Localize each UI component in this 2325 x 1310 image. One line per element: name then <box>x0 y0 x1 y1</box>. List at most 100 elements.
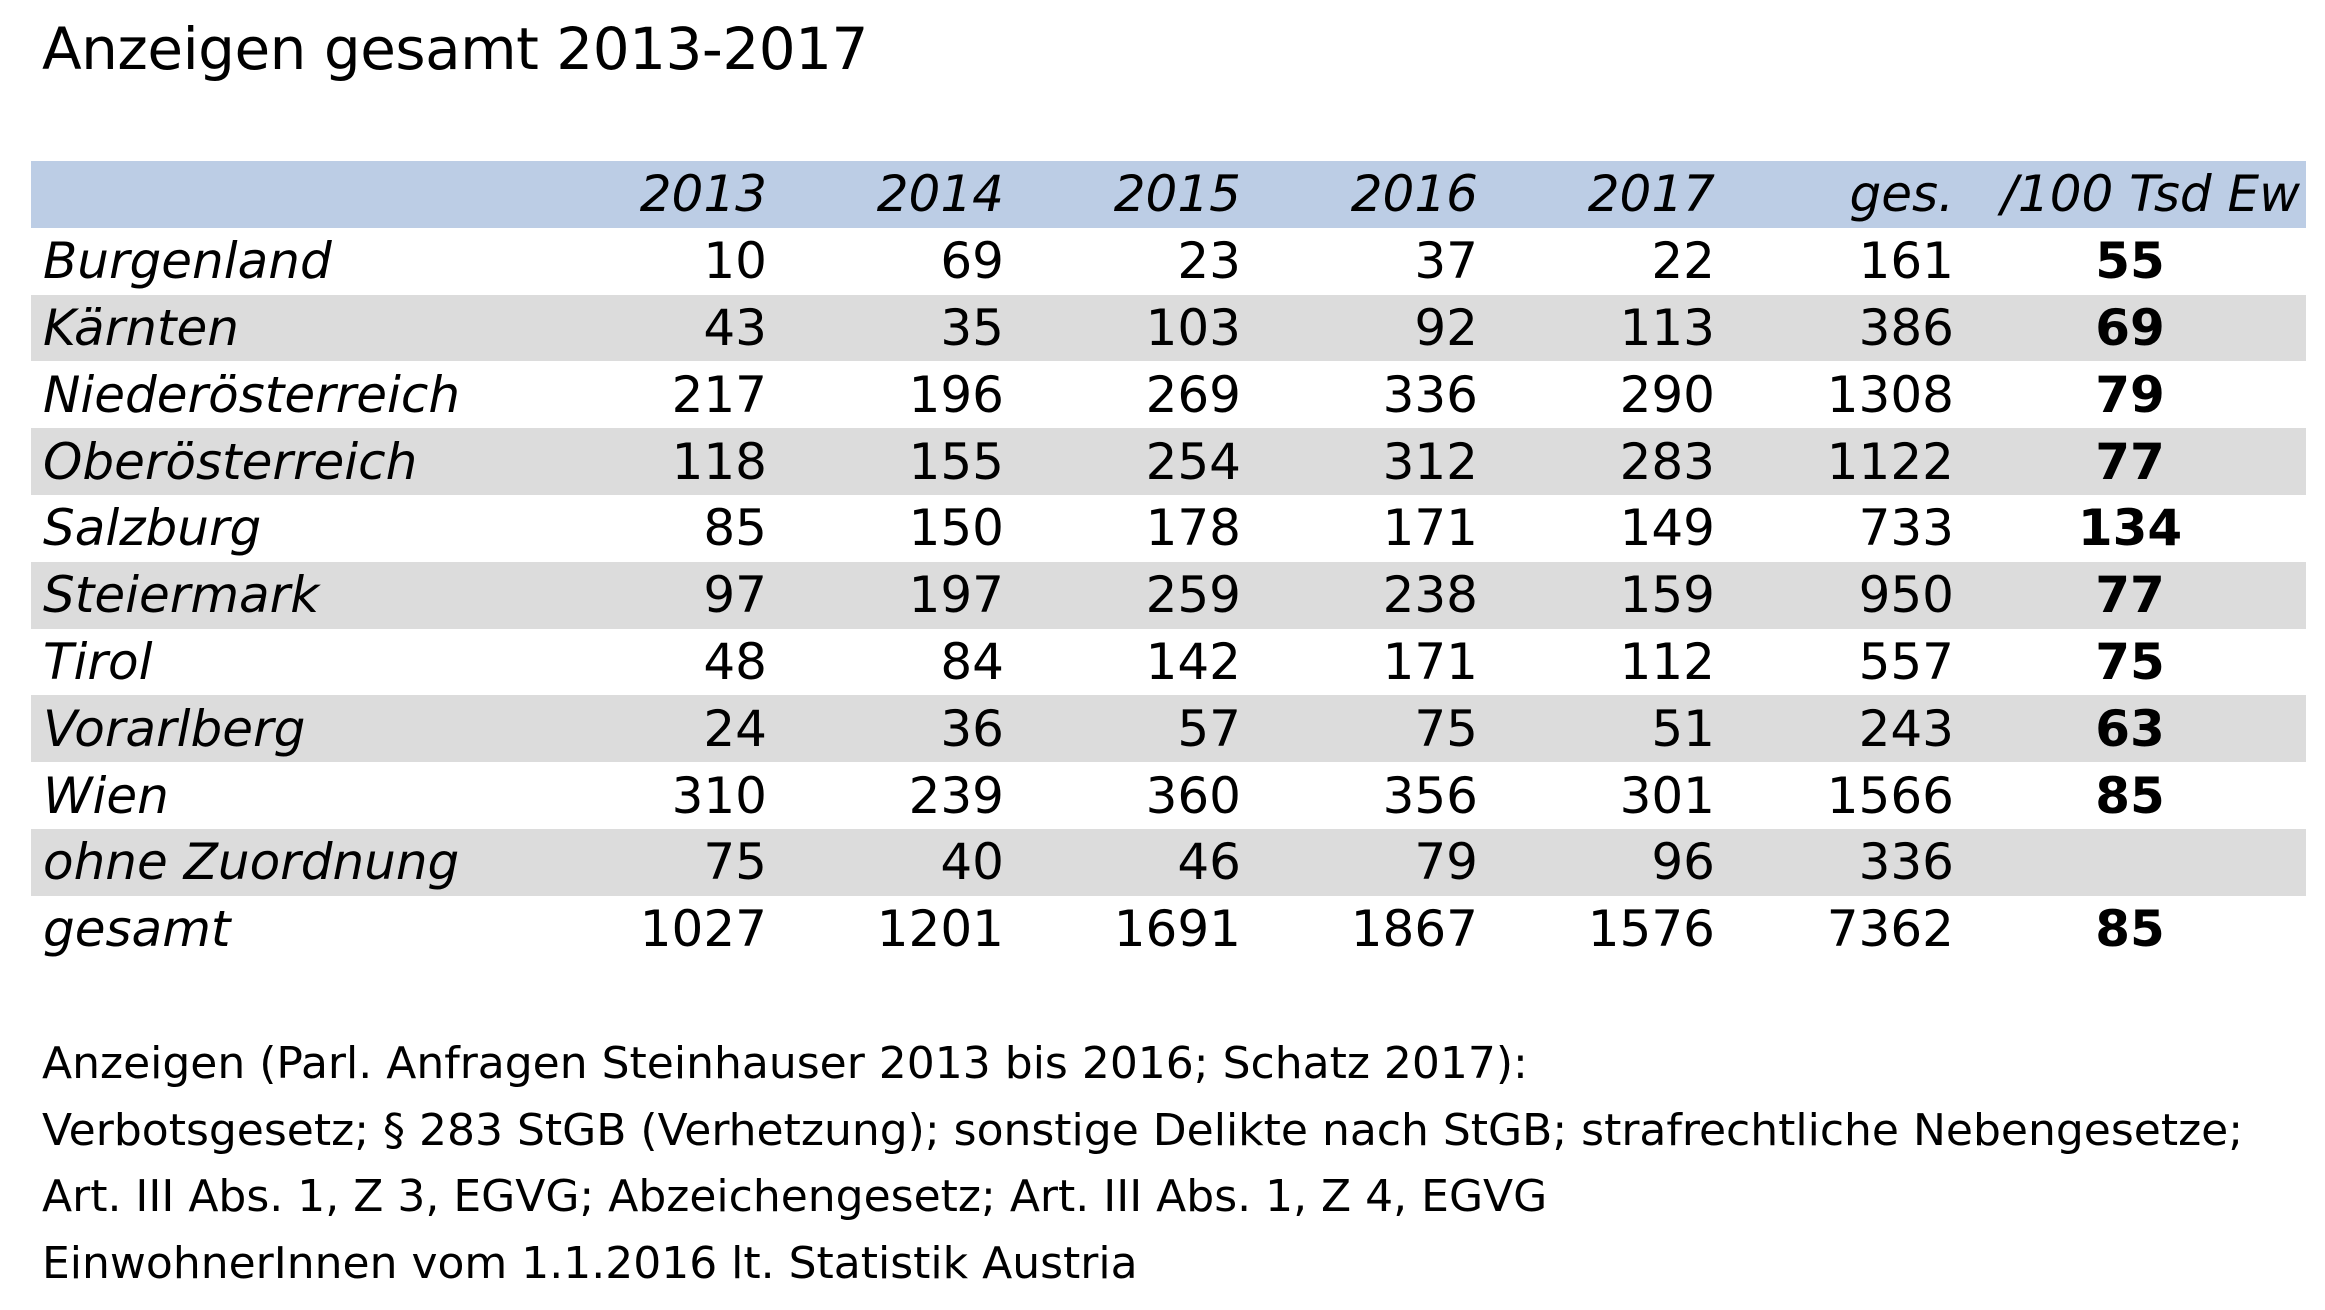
rate-cell: 85 <box>2095 766 2165 825</box>
value-cell: 10 <box>703 232 767 291</box>
column-header-2013: 2013 <box>639 165 767 224</box>
table-row: Kärnten 43 35 103 92 113 386 69 <box>31 294 2306 362</box>
value-cell: 43 <box>703 298 767 357</box>
value-cell: 239 <box>908 766 1004 825</box>
row-label-cell: Salzburg <box>43 499 262 558</box>
table-row: Burgenland 10 69 23 37 22 161 55 <box>31 228 2306 295</box>
value-cell: 159 <box>1619 566 1715 625</box>
value-cell: 118 <box>671 432 767 491</box>
row-label-cell: Kärnten <box>43 298 239 357</box>
total-cell: 1566 <box>1826 766 1954 825</box>
column-header-label <box>31 161 501 228</box>
table-body: Burgenland 10 69 23 37 22 161 55 Kärnten 43 35 103 9… <box>31 228 2306 963</box>
column-header-rate: /100 Tsd Ew <box>2001 165 2300 224</box>
rate-cell: 63 <box>2095 699 2165 758</box>
footnotes: Anzeigen (Parl. Anfragen Steinhauser 201… <box>42 1031 2243 1297</box>
table-row: Salzburg 85 150 178 171 149 733 134 <box>31 495 2306 562</box>
rate-cell: 55 <box>2095 232 2165 291</box>
value-cell: 254 <box>1145 432 1241 491</box>
row-label-cell: Oberösterreich <box>43 432 418 491</box>
value-cell: 69 <box>940 232 1004 291</box>
table-row: gesamt 1027 1201 1691 1867 1576 7362 85 <box>31 896 2306 963</box>
row-label-cell: ohne Zuordnung <box>43 833 460 892</box>
rate-cell: 77 <box>2095 566 2165 625</box>
rate-cell: 79 <box>2095 365 2165 424</box>
value-cell: 301 <box>1619 766 1715 825</box>
column-header-2016: 2016 <box>1350 165 1478 224</box>
table-row: ohne Zuordnung 75 40 46 79 96 336 <box>31 828 2306 896</box>
value-cell: 149 <box>1619 499 1715 558</box>
value-cell: 112 <box>1619 632 1715 691</box>
value-cell: 75 <box>703 833 767 892</box>
value-cell: 171 <box>1382 499 1478 558</box>
row-label-cell: Burgenland <box>43 232 332 291</box>
value-cell: 310 <box>671 766 767 825</box>
rate-cell: 85 <box>2095 900 2165 959</box>
rate-cell: 75 <box>2095 632 2165 691</box>
value-cell: 171 <box>1382 632 1478 691</box>
footnote-line: EinwohnerInnen vom 1.1.2016 lt. Statisti… <box>42 1237 1138 1289</box>
value-cell: 35 <box>940 298 1004 357</box>
total-cell: 386 <box>1858 298 1954 357</box>
table-row: Vorarlberg 24 36 57 75 51 243 63 <box>31 695 2306 763</box>
footnote-line: Anzeigen (Parl. Anfragen Steinhauser 201… <box>42 1038 1528 1089</box>
value-cell: 79 <box>1414 833 1478 892</box>
value-cell: 24 <box>703 699 767 758</box>
rate-cell: 69 <box>2095 298 2165 357</box>
table-row: Wien 310 239 360 356 301 1566 85 <box>31 762 2306 829</box>
total-cell: 336 <box>1858 833 1954 892</box>
row-label-cell: Vorarlberg <box>43 699 306 758</box>
value-cell: 356 <box>1382 766 1478 825</box>
total-cell: 557 <box>1858 632 1954 691</box>
value-cell: 84 <box>940 632 1004 691</box>
value-cell: 75 <box>1414 699 1478 758</box>
table-row: Niederösterreich 217 196 269 336 290 1308 79 <box>31 361 2306 428</box>
value-cell: 269 <box>1145 365 1241 424</box>
total-cell: 733 <box>1858 499 1954 558</box>
column-header-2017: 2017 <box>1587 165 1715 224</box>
table-row: Steiermark 97 197 259 238 159 950 77 <box>31 561 2306 629</box>
value-cell: 360 <box>1145 766 1241 825</box>
value-cell: 150 <box>908 499 1004 558</box>
value-cell: 22 <box>1651 232 1715 291</box>
column-header-total: ges. <box>1849 165 1954 224</box>
value-cell: 196 <box>908 365 1004 424</box>
value-cell: 48 <box>703 632 767 691</box>
row-label-cell: Steiermark <box>43 566 320 625</box>
value-cell: 36 <box>940 699 1004 758</box>
total-cell: 950 <box>1858 566 1954 625</box>
value-cell: 1201 <box>876 900 1004 959</box>
data-table: 2013 2014 2015 2016 2017 ges. /100 Tsd E… <box>31 161 2306 963</box>
value-cell: 312 <box>1382 432 1478 491</box>
value-cell: 1576 <box>1587 900 1715 959</box>
row-label-cell: Tirol <box>43 632 153 691</box>
value-cell: 46 <box>1177 833 1241 892</box>
total-cell: 1308 <box>1826 365 1954 424</box>
value-cell: 1691 <box>1113 900 1241 959</box>
value-cell: 96 <box>1651 833 1715 892</box>
row-label-cell: gesamt <box>43 900 231 959</box>
value-cell: 217 <box>671 365 767 424</box>
rate-cell: 77 <box>2095 432 2165 491</box>
rate-cell <box>1954 829 2306 896</box>
value-cell: 51 <box>1651 699 1715 758</box>
total-cell: 243 <box>1858 699 1954 758</box>
row-label-cell: Wien <box>43 766 169 825</box>
value-cell: 1027 <box>639 900 767 959</box>
total-cell: 7362 <box>1826 900 1954 959</box>
value-cell: 1867 <box>1350 900 1478 959</box>
footnote-line: Art. III Abs. 1, Z 3, EGVG; Abzeichenges… <box>42 1171 1548 1222</box>
page-title: Anzeigen gesamt 2013-2017 <box>42 15 868 83</box>
value-cell: 259 <box>1145 566 1241 625</box>
column-header-2014: 2014 <box>876 165 1004 224</box>
total-cell: 161 <box>1858 232 1954 291</box>
table-header-row: 2013 2014 2015 2016 2017 ges. /100 Tsd E… <box>31 161 2306 228</box>
table-row: Tirol 48 84 142 171 112 557 75 <box>31 629 2306 696</box>
value-cell: 37 <box>1414 232 1478 291</box>
value-cell: 103 <box>1145 298 1241 357</box>
value-cell: 197 <box>908 566 1004 625</box>
value-cell: 336 <box>1382 365 1478 424</box>
row-label-cell: Niederösterreich <box>43 365 461 424</box>
value-cell: 283 <box>1619 432 1715 491</box>
value-cell: 155 <box>908 432 1004 491</box>
